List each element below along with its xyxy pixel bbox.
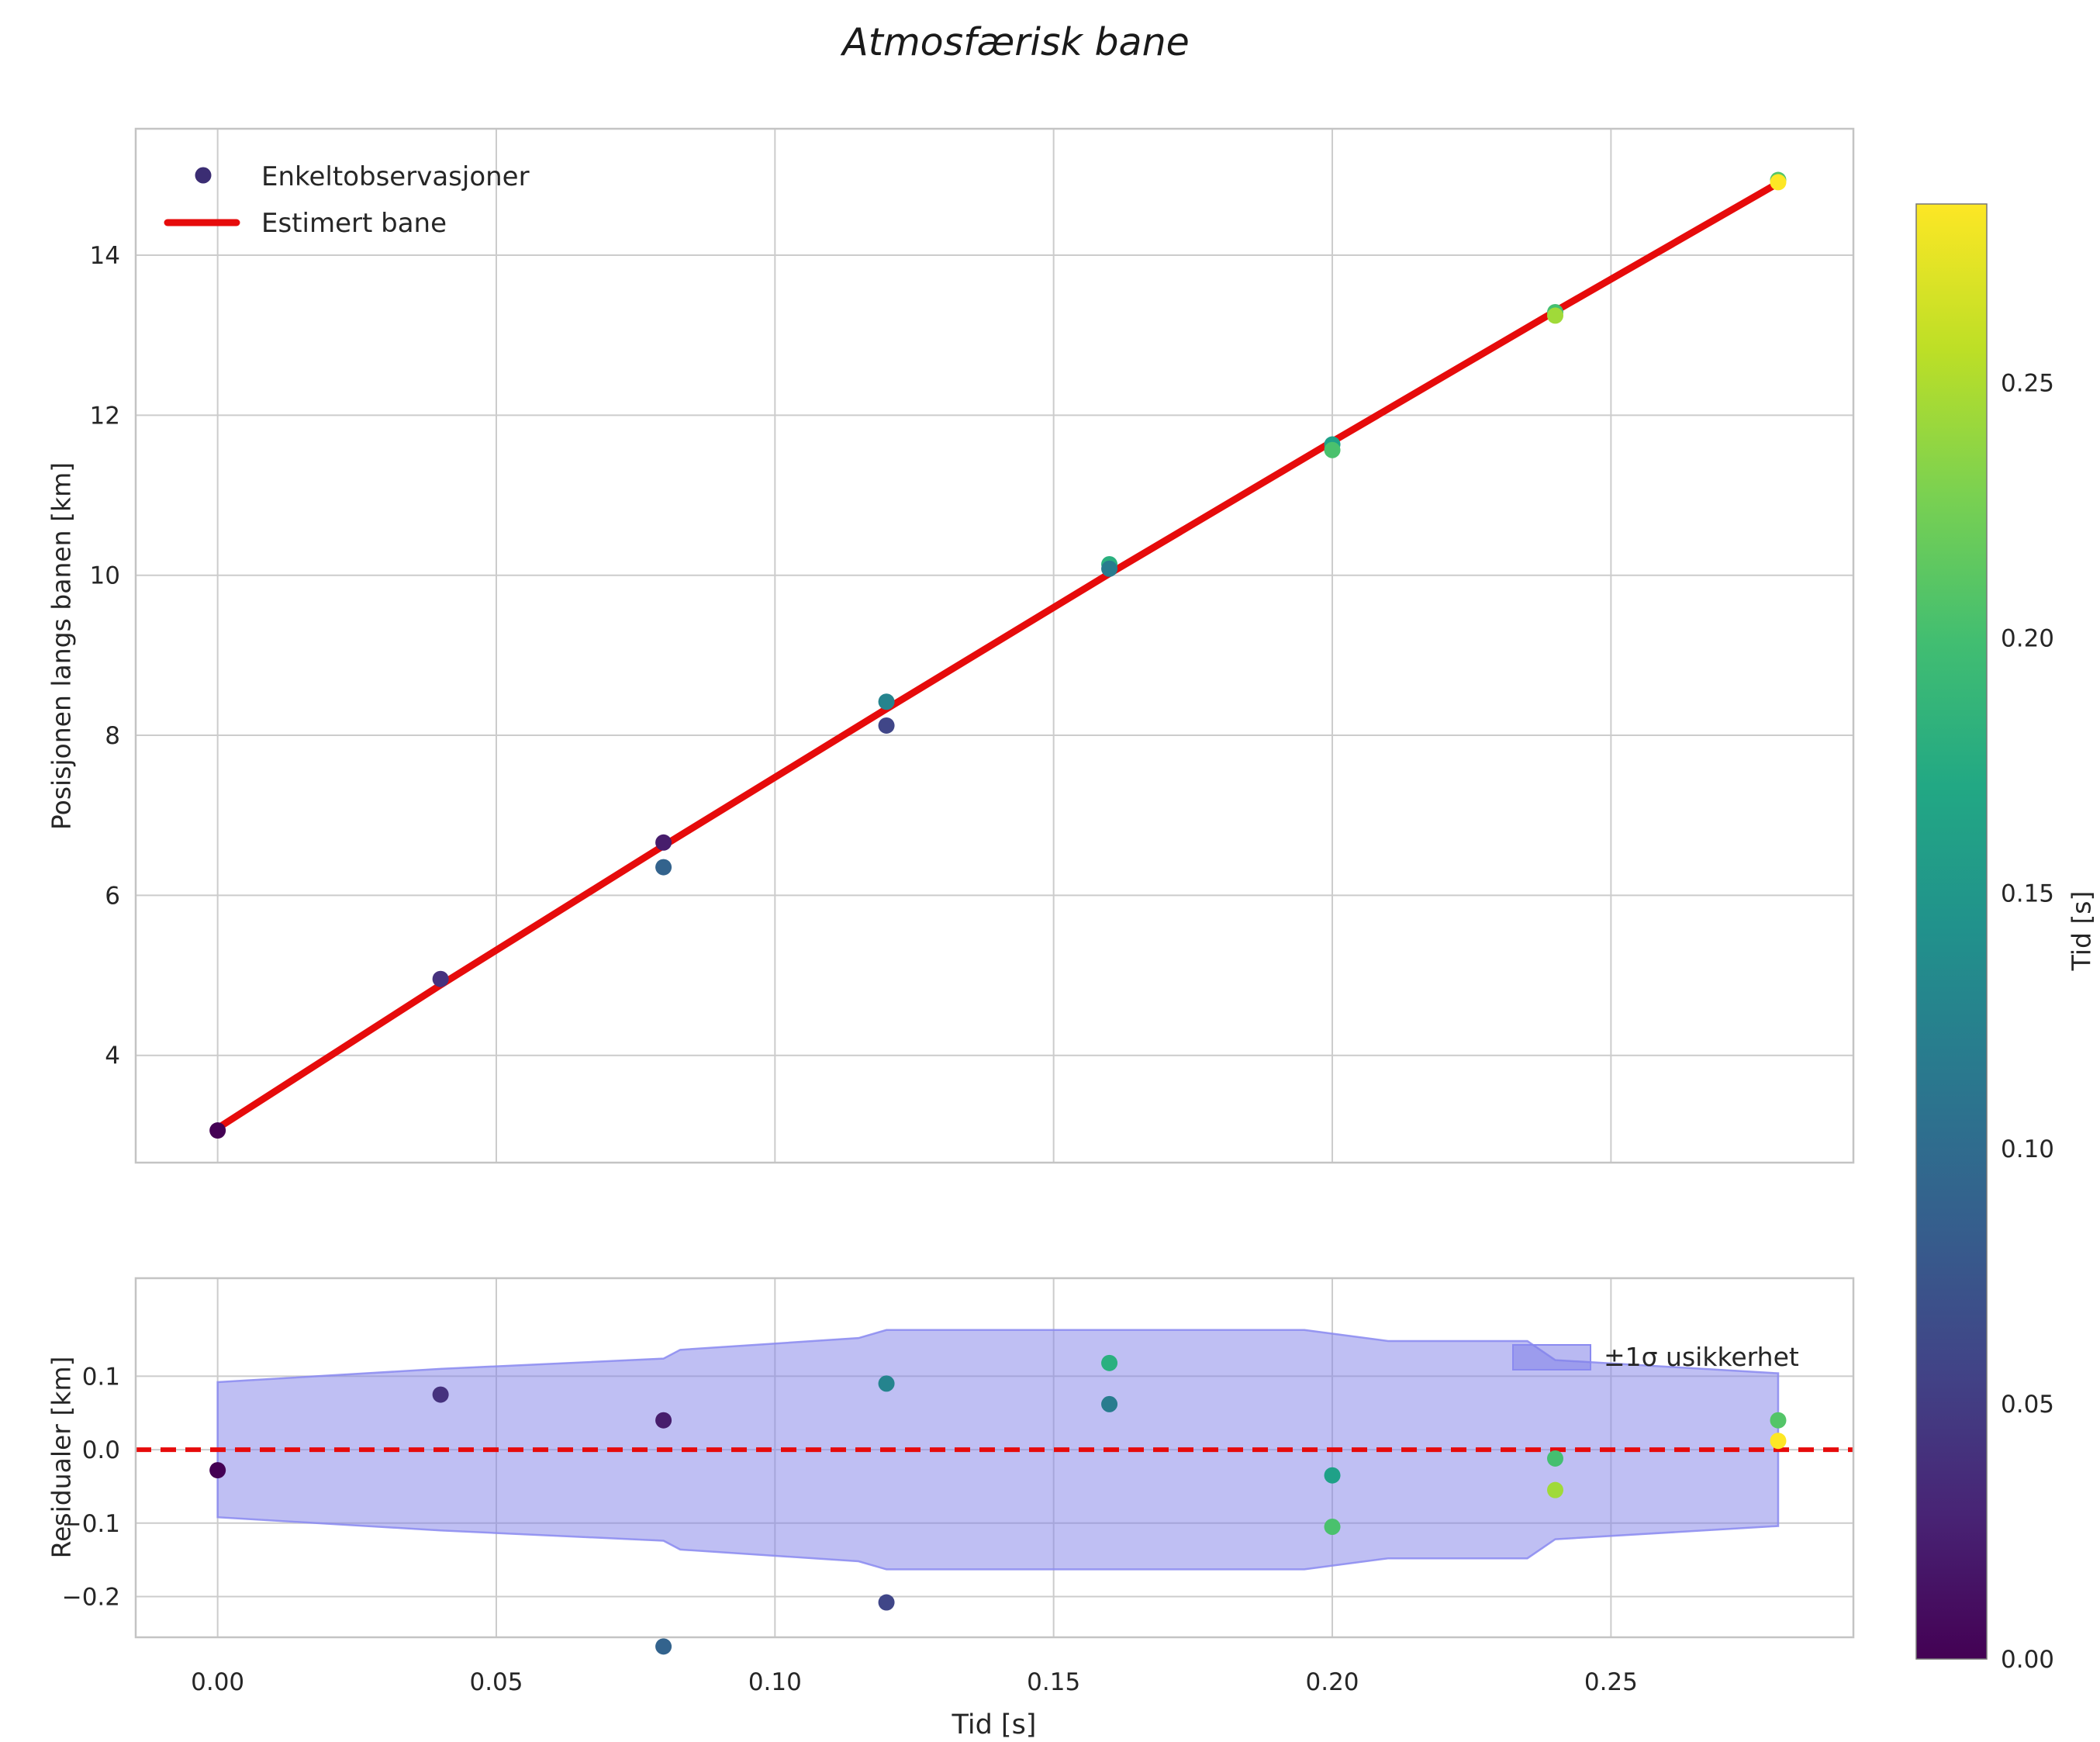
residual-point [1770, 1433, 1787, 1450]
residual-legend: ±1σ usikkerhet [1512, 1342, 1799, 1372]
residual-point [1324, 1519, 1341, 1536]
observation-point [1324, 441, 1341, 458]
observation-point [878, 693, 895, 710]
legend-label-fit-line: Estimert bane [261, 208, 447, 239]
x-tick-label: 0.20 [1306, 1668, 1359, 1696]
residual-point [1547, 1450, 1564, 1467]
main-plot-frame [134, 127, 1855, 1164]
residual-y-tick-label: 0.1 [82, 1363, 120, 1391]
colorbar-label: Tid [s] [2066, 890, 2097, 971]
main-legend: Enkeltobservasjoner Estimert bane [164, 161, 530, 239]
residual-point [1101, 1395, 1118, 1412]
main-y-tick-label: 6 [105, 882, 120, 910]
colorbar-tick-label: 0.05 [2001, 1391, 2054, 1419]
main-plot: 4 6 8 10 12 14 Enkeltobservasjoner Estimert ban… [90, 127, 1855, 1164]
observation-point [655, 834, 672, 851]
residual-point [209, 1462, 226, 1479]
chart-title: Atmosfærisk bane [842, 20, 1190, 64]
observation-point [878, 717, 895, 734]
fit-line [214, 179, 1782, 1132]
main-y-tick-label: 8 [105, 722, 120, 750]
observation-point [1770, 174, 1787, 191]
main-y-tick-label: 4 [105, 1042, 120, 1070]
residual-y-tick-label: −0.1 [62, 1510, 120, 1538]
legend-marker-dot [195, 167, 212, 184]
residual-point [432, 1386, 449, 1403]
residual-point [1547, 1481, 1564, 1498]
colorbar: 0.00 0.05 0.10 0.15 0.20 0.25 [1915, 203, 2054, 1674]
residual-point [878, 1594, 895, 1611]
main-y-tick-label: 12 [90, 402, 120, 430]
colorbar-tick-label: 0.00 [2001, 1646, 2054, 1674]
x-tick-label: 0.15 [1027, 1668, 1080, 1696]
x-tick-label: 0.10 [748, 1668, 802, 1696]
colorbar-tick-label: 0.25 [2001, 369, 2054, 397]
colorbar-tick-label: 0.10 [2001, 1135, 2054, 1163]
observation-point [1101, 560, 1118, 577]
observation-point [1547, 307, 1564, 324]
x-axis-label: Tid [s] [952, 1709, 1037, 1740]
colorbar-tick-label: 0.20 [2001, 625, 2054, 653]
residual-y-tick-label: −0.2 [62, 1583, 120, 1611]
x-tick-label: 0.25 [1584, 1668, 1638, 1696]
colorbar-gradient [1915, 203, 1988, 1660]
main-y-tick-label: 10 [90, 562, 120, 590]
x-tick-label: 0.00 [191, 1668, 244, 1696]
observation-point [655, 859, 672, 876]
residual-y-axis-label: Residualer [km] [46, 1356, 77, 1559]
main-y-axis-label: Posisjonen langs banen [km] [46, 461, 77, 831]
residual-point [1101, 1354, 1118, 1371]
x-tick-label: 0.05 [469, 1668, 523, 1696]
residual-point [655, 1638, 672, 1655]
main-y-tick-label: 14 [90, 242, 120, 270]
legend-label-observations: Enkeltobservasjoner [261, 161, 530, 192]
residual-point [878, 1375, 895, 1392]
observation-point [432, 970, 449, 987]
residual-point [1324, 1467, 1341, 1484]
legend-label-uncertainty: ±1σ usikkerhet [1604, 1342, 1799, 1372]
residual-point [1770, 1412, 1787, 1429]
residual-y-tick-label: 0.0 [82, 1436, 120, 1464]
observation-point [209, 1122, 226, 1139]
residual-plot: −0.2 −0.1 0.0 0.1 0.00 0.05 0.10 0.15 0.20 0.25 ±1… [62, 1277, 1855, 1696]
legend-band-swatch [1512, 1344, 1591, 1370]
colorbar-tick-label: 0.15 [2001, 880, 2054, 908]
residual-plot-frame [134, 1277, 1855, 1639]
residual-point [655, 1412, 672, 1429]
uncertainty-band [216, 1329, 1780, 1571]
